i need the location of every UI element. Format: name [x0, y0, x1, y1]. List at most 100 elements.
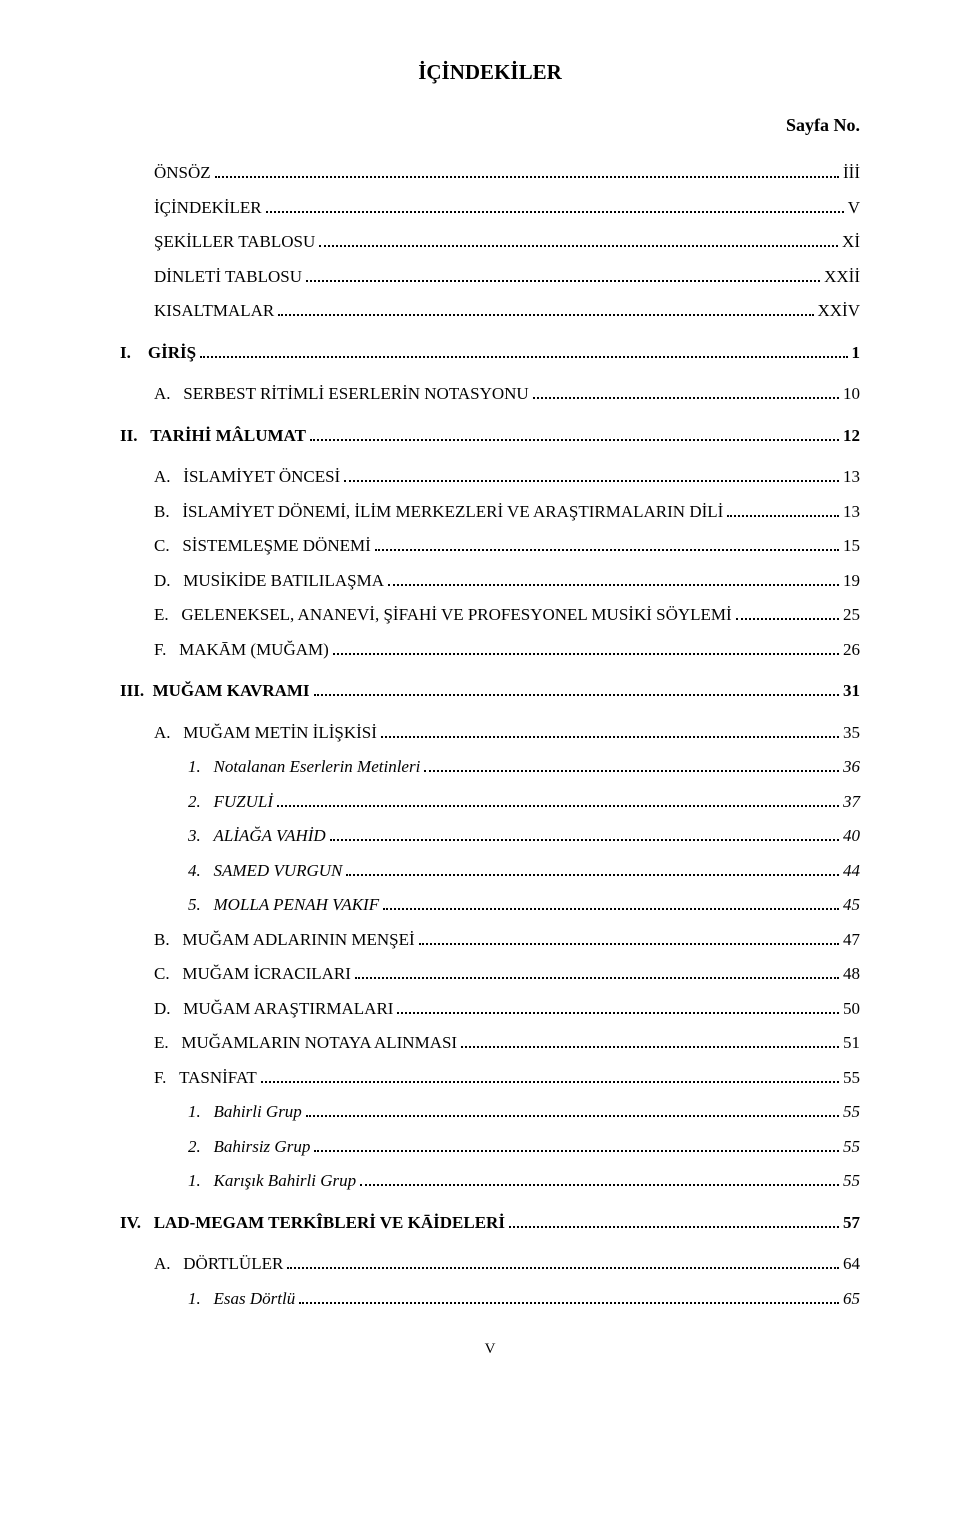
toc-marker: B. [154, 927, 182, 953]
toc-entry: ŞEKİLLER TABLOSUXİ [120, 229, 860, 255]
toc-page: 44 [843, 858, 860, 884]
toc-entry: E. GELENEKSEL, ANANEVİ, ŞİFAHİ VE PROFES… [120, 602, 860, 628]
toc-marker: C. [154, 533, 182, 559]
toc-page: 55 [843, 1099, 860, 1125]
toc-marker: III. [120, 678, 153, 704]
toc-label: İÇİNDEKİLER [154, 195, 262, 221]
toc-entry: A. MUĞAM METİN İLİŞKİSİ35 [120, 720, 860, 746]
toc-entry: 4. SAMED VURGUN 44 [120, 858, 860, 884]
toc-label: Bahirsiz Grup [214, 1134, 311, 1160]
toc-page: 19 [843, 568, 860, 594]
toc-leader [266, 200, 844, 213]
toc-label: Notalanan Eserlerin Metinleri [214, 754, 421, 780]
toc-entry: 1. Esas Dörtlü65 [120, 1286, 860, 1312]
toc-label: FUZULİ [214, 789, 274, 815]
toc-entry: KISALTMALARXXİV [120, 298, 860, 324]
toc-leader [306, 269, 820, 282]
toc-label: GİRİŞ [148, 340, 196, 366]
toc-entry: II. TARİHİ MÂLUMAT12 [120, 423, 860, 449]
toc-page: 35 [843, 720, 860, 746]
toc-label: MOLLA PENAH VAKIF [214, 892, 380, 918]
toc-page: 15 [843, 533, 860, 559]
toc-marker: 1. [188, 1099, 214, 1125]
toc-marker: 2. [188, 789, 214, 815]
toc-entry: IV. LAD-MEGAM TERKÎBLERİ VE KĀİDELERİ57 [120, 1210, 860, 1236]
toc-entry: B. MUĞAM ADLARININ MENŞEİ47 [120, 927, 860, 953]
toc-entry: C. MUĞAM İCRACILARI48 [120, 961, 860, 987]
toc-page: 50 [843, 996, 860, 1022]
toc-page: 1 [852, 340, 861, 366]
toc-label: ALİAĞA VAHİD [214, 823, 326, 849]
toc-leader [344, 469, 839, 482]
toc-marker: E. [154, 602, 181, 628]
toc-entry: DİNLETİ TABLOSUXXİİ [120, 264, 860, 290]
toc-marker: F. [154, 637, 179, 663]
toc-entry: 1. Karışık Bahirli Grup55 [120, 1168, 860, 1194]
toc-marker: B. [154, 499, 182, 525]
toc-leader [509, 1215, 839, 1228]
toc-marker: 1. [188, 1168, 214, 1194]
toc-leader [261, 1070, 839, 1083]
toc-marker: 4. [188, 858, 214, 884]
toc-leader [314, 1139, 839, 1152]
toc-entry: A. DÖRTLÜLER64 [120, 1251, 860, 1277]
toc-leader [310, 428, 839, 441]
toc-marker: 5. [188, 892, 214, 918]
toc-label: ÖNSÖZ [154, 160, 211, 186]
toc-entry: 1. Notalanan Eserlerin Metinleri 36 [120, 754, 860, 780]
toc-entry: A. SERBEST RİTİMLİ ESERLERİN NOTASYONU10 [120, 381, 860, 407]
toc-label: SAMED VURGUN [214, 858, 343, 884]
toc-page: 10 [843, 381, 860, 407]
toc-entry: E. MUĞAMLARIN NOTAYA ALINMASI51 [120, 1030, 860, 1056]
toc-label: MUĞAM İCRACILARI [182, 961, 351, 987]
toc-entry: B. İSLAMİYET DÖNEMİ, İLİM MERKEZLERİ VE … [120, 499, 860, 525]
toc-entry: D. MUSİKİDE BATILILAŞMA19 [120, 568, 860, 594]
toc-page: 25 [843, 602, 860, 628]
toc-leader [388, 573, 839, 586]
toc-page: 13 [843, 464, 860, 490]
toc-page: 48 [843, 961, 860, 987]
toc-marker: A. [154, 464, 183, 490]
toc-entry: 3. ALİAĞA VAHİD40 [120, 823, 860, 849]
toc-page: XXİV [818, 298, 861, 324]
toc-page: 40 [843, 823, 860, 849]
toc-page: 36 [843, 754, 860, 780]
toc-entry: III. MUĞAM KAVRAMI31 [120, 678, 860, 704]
page-number-heading: Sayfa No. [120, 115, 860, 136]
toc-label: SİSTEMLEŞME DÖNEMİ [182, 533, 370, 559]
toc-leader [727, 504, 839, 517]
toc-leader [200, 345, 847, 358]
toc-entry: İÇİNDEKİLERV [120, 195, 860, 221]
toc-label: TARİHİ MÂLUMAT [150, 423, 306, 449]
toc-label: Esas Dörtlü [214, 1286, 296, 1312]
toc-page: 51 [843, 1030, 860, 1056]
toc-marker: 1. [188, 754, 214, 780]
toc-entry: 1. Bahirli Grup 55 [120, 1099, 860, 1125]
toc-leader [333, 642, 839, 655]
page-footer-number: V [120, 1341, 860, 1358]
toc-page: İİİ [843, 160, 860, 186]
toc-label: Bahirli Grup [214, 1099, 302, 1125]
toc-label: ŞEKİLLER TABLOSU [154, 229, 315, 255]
toc-leader [346, 863, 839, 876]
toc-label: GELENEKSEL, ANANEVİ, ŞİFAHİ VE PROFESYON… [181, 602, 731, 628]
toc-entry: F. TASNİFAT55 [120, 1065, 860, 1091]
toc-page: 57 [843, 1210, 860, 1236]
table-of-contents: ÖNSÖZ İİİ İÇİNDEKİLERV ŞEKİLLER TABLOSUXİ Dİ… [120, 160, 860, 1311]
toc-leader [355, 966, 839, 979]
toc-marker: 1. [188, 1286, 214, 1312]
toc-label: TASNİFAT [179, 1065, 257, 1091]
toc-entry: A. İSLAMİYET ÖNCESİ13 [120, 464, 860, 490]
toc-label: MUSİKİDE BATILILAŞMA [183, 568, 384, 594]
toc-leader [397, 1001, 839, 1014]
toc-marker: A. [154, 381, 183, 407]
toc-marker: IV. [120, 1210, 154, 1236]
toc-marker: I. [120, 340, 148, 366]
document-title: İÇİNDEKİLER [120, 60, 860, 85]
toc-leader [287, 1256, 839, 1269]
toc-leader [375, 538, 839, 551]
toc-page: 55 [843, 1168, 860, 1194]
toc-marker: D. [154, 996, 183, 1022]
toc-label: MUĞAM ADLARININ MENŞEİ [182, 927, 414, 953]
toc-leader [461, 1035, 839, 1048]
